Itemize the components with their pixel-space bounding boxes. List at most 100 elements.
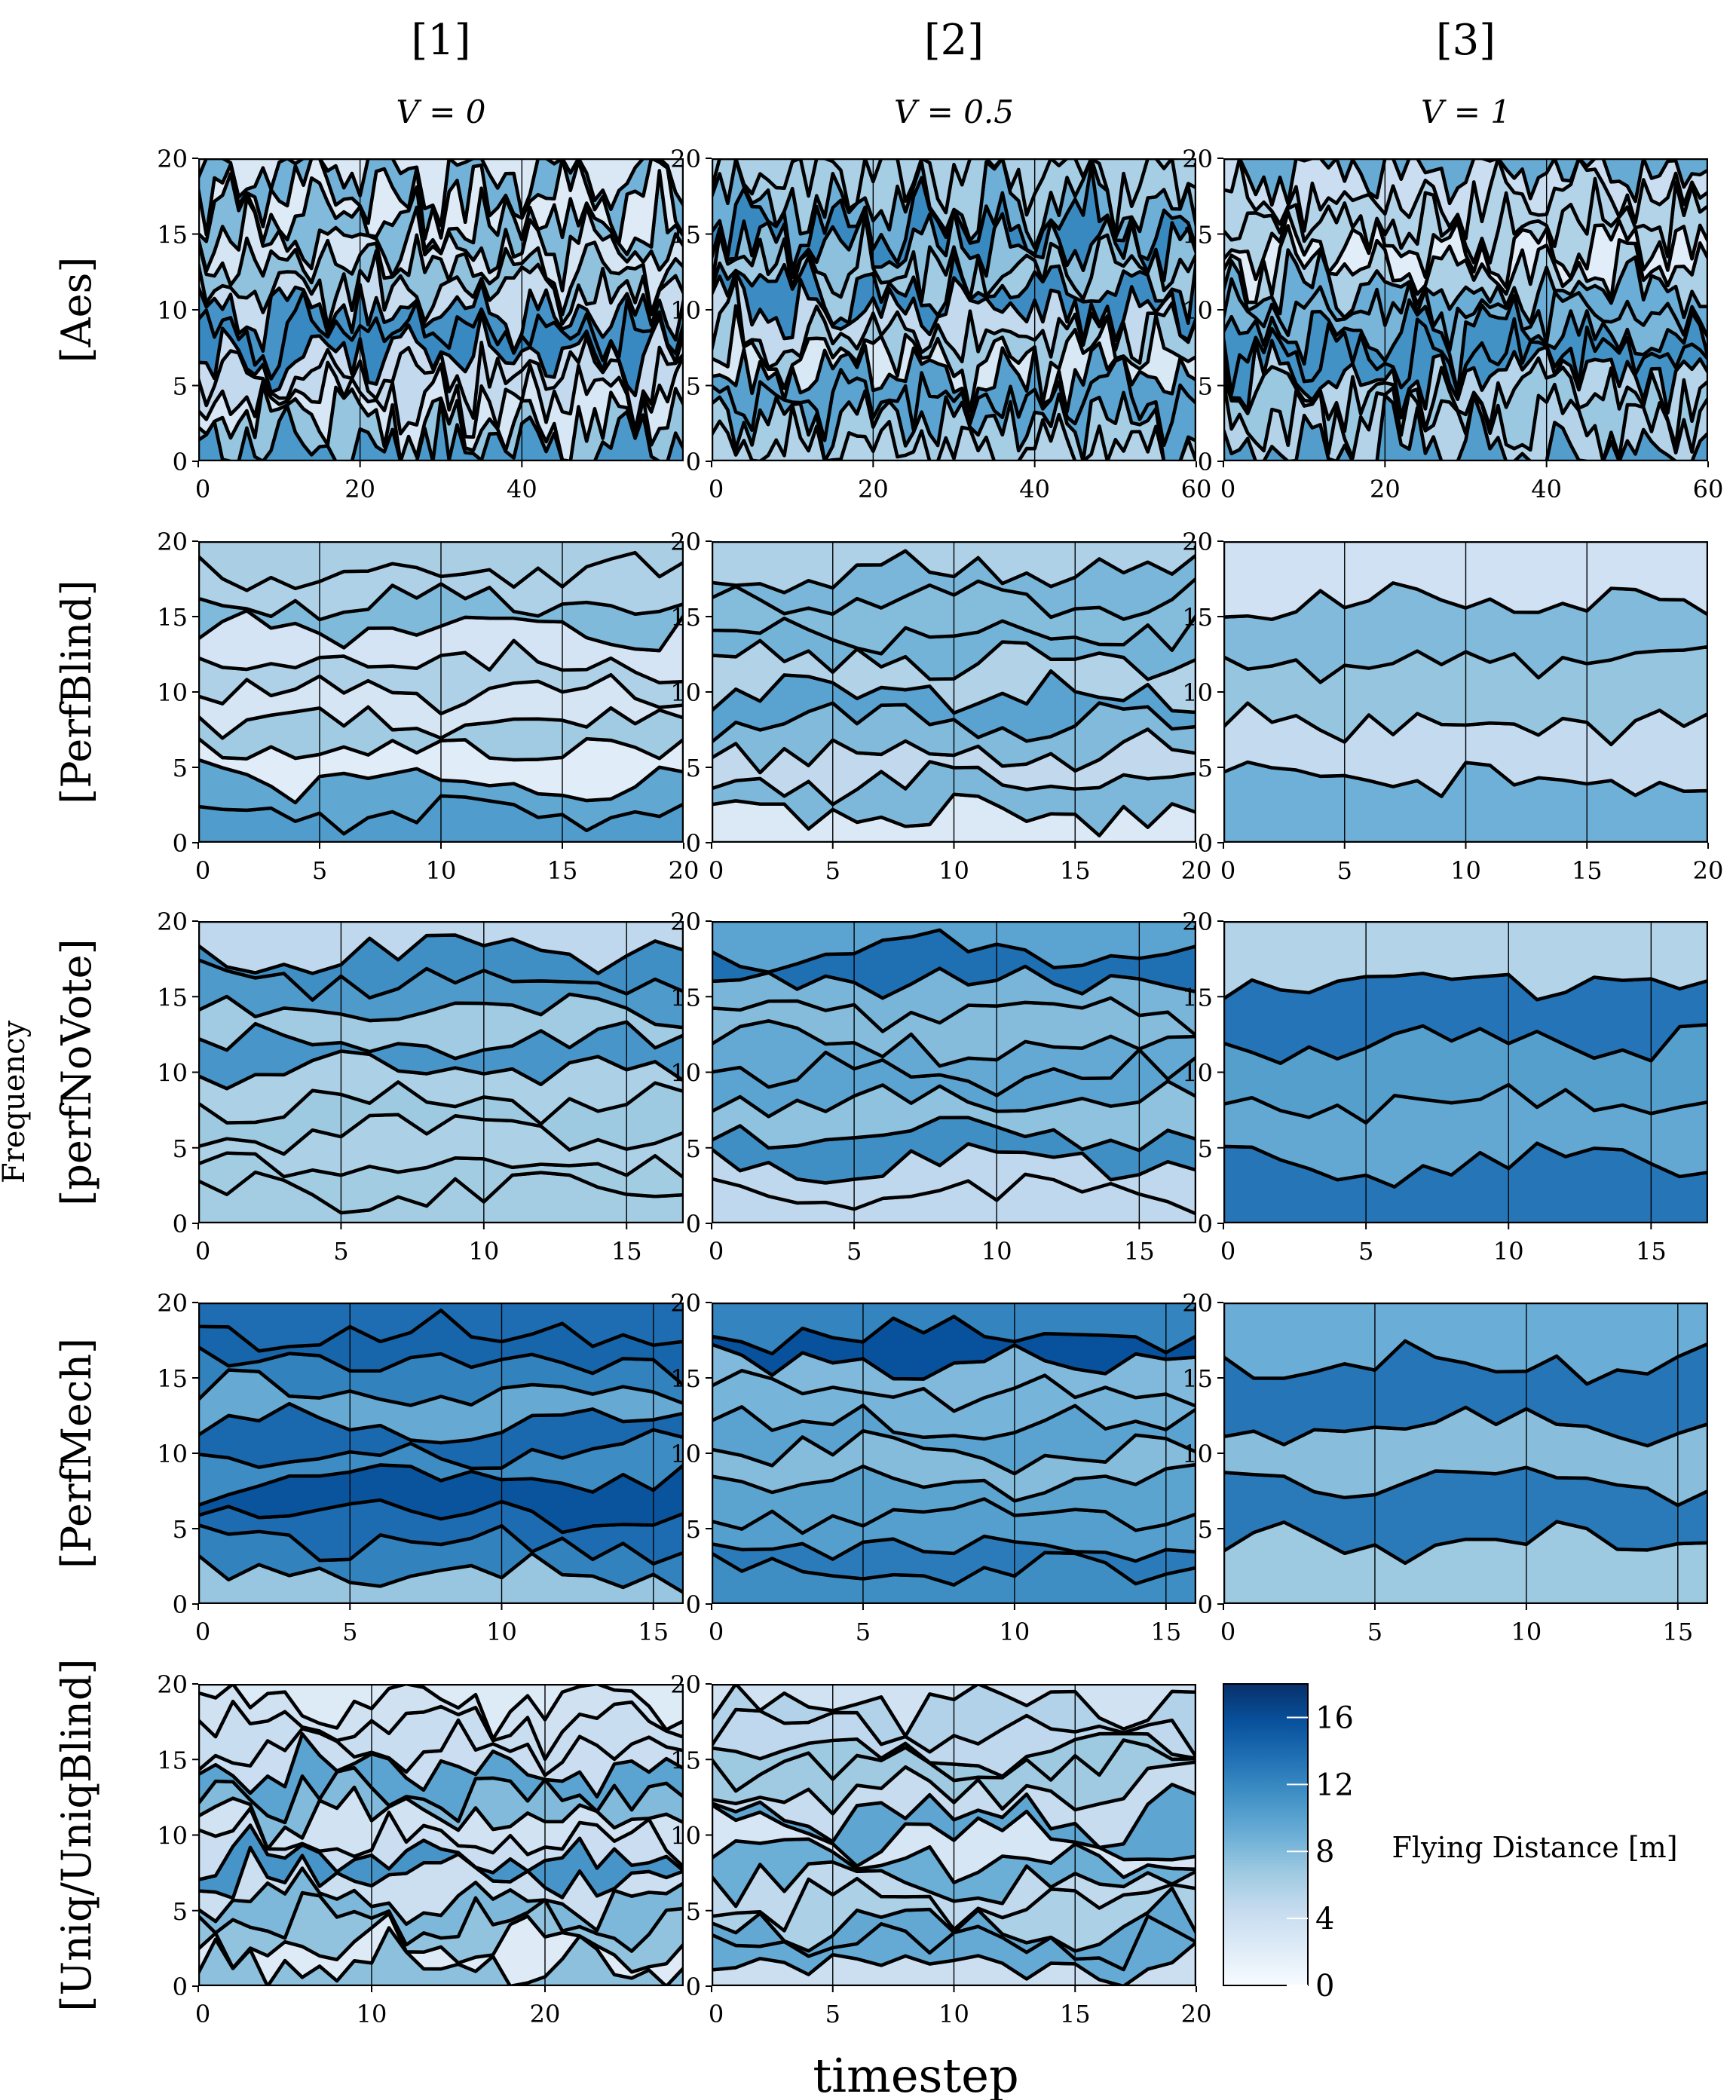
y-tick-label: 15 (157, 1364, 188, 1393)
x-tick-label: 40 (1531, 475, 1562, 504)
x-tick-label: 15 (1636, 1237, 1667, 1266)
y-tick-label: 5 (686, 1897, 701, 1926)
colorbar (1223, 1683, 1309, 1986)
y-tick-label: 10 (670, 1059, 701, 1088)
y-tick-label: 15 (1182, 603, 1213, 632)
x-tick-label: 0 (195, 1237, 210, 1266)
panel-4-1: 0 5 10 15 20 0 5 10 15 (157, 1289, 684, 1646)
x-tick-label: 10 (1511, 1618, 1542, 1646)
y-tick-label: 10 (157, 296, 188, 325)
y-tick-label: 5 (1198, 754, 1213, 782)
y-tick-label: 20 (157, 908, 188, 936)
y-tick-label: 5 (1198, 1515, 1213, 1544)
y-tick-label: 10 (1182, 296, 1213, 325)
y-tick-label: 10 (157, 678, 188, 707)
x-tick-label: 20 (1693, 856, 1724, 885)
y-tick-label: 20 (1182, 1289, 1213, 1318)
y-tick-label: 10 (670, 678, 701, 707)
x-tick-label: 15 (1060, 2000, 1091, 2028)
y-tick-label: 15 (157, 603, 188, 632)
x-tick-label: 5 (312, 856, 327, 885)
y-tick-label: 0 (686, 448, 701, 476)
row-label-1: [Aes] (53, 257, 100, 363)
colorbar-tick-label: 0 (1315, 1969, 1334, 2004)
y-tick-label: 20 (670, 528, 701, 556)
y-tick-label: 15 (1182, 983, 1213, 1012)
panel-1-3: 0 5 10 15 20 0 20 40 60 (1182, 145, 1723, 504)
area-band (198, 1303, 684, 1353)
x-tick-label: 0 (1220, 1237, 1235, 1266)
y-tick-label: 10 (1182, 1440, 1213, 1468)
y-tick-label: 10 (1182, 1059, 1213, 1088)
x-tick-label: 0 (709, 1237, 724, 1266)
y-tick-label: 20 (1182, 145, 1213, 173)
x-tick-label: 10 (468, 1237, 499, 1266)
x-tick-label: 10 (1493, 1237, 1524, 1266)
y-tick-label: 5 (173, 1897, 188, 1926)
y-tick-label: 0 (1198, 1590, 1213, 1619)
y-tick-label: 20 (1182, 908, 1213, 936)
y-tick-label: 15 (157, 221, 188, 249)
y-tick-label: 15 (670, 221, 701, 249)
y-tick-label: 10 (670, 296, 701, 325)
area-band (198, 158, 684, 228)
area-band (1223, 158, 1708, 207)
y-axis-label: Frequency (0, 1020, 32, 1183)
y-tick-label: 5 (173, 372, 188, 401)
x-tick-label: 40 (507, 475, 537, 504)
y-tick-label: 10 (1182, 678, 1213, 707)
panel-1-2: 0 5 10 15 20 0 20 40 60 (670, 145, 1211, 504)
y-tick-label: 10 (157, 1440, 188, 1468)
y-tick-label: 5 (1198, 372, 1213, 401)
y-tick-label: 15 (670, 1746, 701, 1774)
x-tick-label: 5 (856, 1618, 871, 1646)
x-tick-label: 40 (1019, 475, 1050, 504)
row-label-5: [Uniq/UniqBlind] (53, 1658, 100, 2011)
column-header-1: [1] (411, 16, 470, 65)
area-band (1223, 1303, 1708, 1386)
row-label-3: [perfNoVote] (53, 938, 100, 1205)
x-tick-label: 0 (709, 475, 724, 504)
x-tick-label: 0 (195, 1618, 210, 1646)
x-tick-label: 20 (669, 856, 700, 885)
panel-5-1: 0 5 10 15 20 0 10 20 (157, 1670, 684, 2028)
column-subheader-2: V = 0.5 (894, 93, 1014, 130)
column-header-3: [3] (1436, 16, 1496, 65)
row-label-4: [PerfMech] (53, 1338, 100, 1569)
panel-4-2: 0 5 10 15 20 0 5 10 15 (670, 1289, 1196, 1646)
y-tick-label: 20 (157, 1289, 188, 1318)
y-tick-label: 0 (686, 1973, 701, 2001)
x-tick-label: 0 (1220, 1618, 1235, 1646)
y-tick-label: 10 (157, 1059, 188, 1088)
x-tick-label: 0 (1220, 475, 1235, 504)
x-tick-label: 20 (1370, 475, 1401, 504)
y-tick-label: 20 (670, 1670, 701, 1699)
x-tick-label: 0 (709, 856, 724, 885)
x-tick-label: 15 (611, 1237, 642, 1266)
x-tick-label: 15 (547, 856, 578, 885)
y-tick-label: 20 (670, 1289, 701, 1318)
x-tick-label: 10 (357, 2000, 387, 2028)
column-header-2: [2] (924, 16, 984, 65)
panel-4-3: 0 5 10 15 20 0 5 10 15 (1182, 1289, 1708, 1646)
x-axis-label: timestep (813, 2048, 1018, 2100)
x-tick-label: 15 (1060, 856, 1091, 885)
colorbar-tick-label: 12 (1315, 1768, 1354, 1802)
x-tick-label: 20 (1181, 856, 1212, 885)
y-tick-label: 20 (670, 145, 701, 173)
y-tick-label: 15 (157, 1746, 188, 1774)
y-tick-label: 15 (670, 603, 701, 632)
column-subheader-1: V = 0 (396, 93, 486, 130)
y-tick-label: 15 (157, 983, 188, 1012)
x-tick-label: 10 (938, 856, 969, 885)
x-tick-label: 20 (858, 475, 889, 504)
area-band (198, 921, 684, 975)
x-tick-label: 10 (1450, 856, 1481, 885)
y-tick-label: 0 (173, 1590, 188, 1619)
y-tick-label: 20 (1182, 528, 1213, 556)
x-tick-label: 0 (195, 2000, 210, 2028)
x-tick-label: 0 (1220, 856, 1235, 885)
y-tick-label: 20 (157, 528, 188, 556)
